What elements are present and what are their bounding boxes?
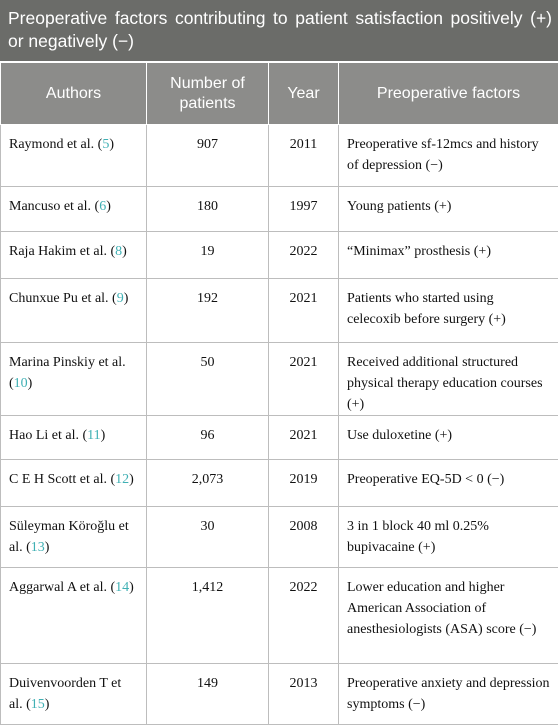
year-cell: 2022	[269, 232, 339, 279]
author-close: )	[129, 580, 134, 595]
year-cell: 2008	[269, 507, 339, 568]
author-cell: Chunxue Pu et al. (9)	[1, 279, 147, 343]
year-cell: 2021	[269, 279, 339, 343]
reference-link: 11	[87, 428, 100, 443]
reference-link: 15	[31, 697, 45, 712]
author-close: )	[101, 428, 106, 443]
author-close: )	[109, 137, 114, 152]
reference-link: 9	[117, 291, 124, 306]
author-cell: Duivenvoorden T et al. (15)	[1, 664, 147, 725]
author-cell: Süleyman Köroğlu et al. (13)	[1, 507, 147, 568]
author-close: )	[124, 291, 129, 306]
author-cell: C E H Scott et al. (12)	[1, 460, 147, 507]
reference-link: 14	[115, 580, 129, 595]
patients-cell: 907	[147, 125, 269, 187]
table-title: Preoperative factors contributing to pat…	[0, 0, 558, 62]
author-close: )	[28, 376, 33, 391]
author-close: )	[45, 697, 50, 712]
author-close: )	[129, 472, 134, 487]
patients-cell: 19	[147, 232, 269, 279]
author-name: Duivenvoorden T et al. (	[9, 676, 121, 712]
author-close: )	[122, 244, 127, 259]
author-name: Süleyman Köroğlu et al. (	[9, 519, 129, 555]
reference-link: 10	[14, 376, 28, 391]
header-cell: Preoperative factors	[339, 63, 558, 125]
year-cell: 2021	[269, 343, 339, 416]
author-close: )	[106, 199, 111, 214]
patients-cell: 1,412	[147, 568, 269, 664]
patients-cell: 96	[147, 416, 269, 460]
author-cell: Mancuso et al. (6)	[1, 187, 147, 232]
factors-cell: “Minimax” prosthesis (+)	[339, 232, 558, 279]
reference-link: 12	[115, 472, 129, 487]
factors-cell: Preoperative sf-12mcs and history of dep…	[339, 125, 558, 187]
author-name: Aggarwal A et al. (	[9, 580, 115, 595]
patients-cell: 50	[147, 343, 269, 416]
factors-cell: Lower education and higher American Asso…	[339, 568, 558, 664]
patients-cell: 192	[147, 279, 269, 343]
author-name: C E H Scott et al. (	[9, 472, 115, 487]
patients-cell: 149	[147, 664, 269, 725]
year-cell: 2022	[269, 568, 339, 664]
author-name: Chunxue Pu et al. (	[9, 291, 117, 306]
factors-cell: Preoperative anxiety and depression symp…	[339, 664, 558, 725]
factors-cell: Received additional structured physical …	[339, 343, 558, 416]
author-cell: Raymond et al. (5)	[1, 125, 147, 187]
author-name: Hao Li et al. (	[9, 428, 87, 443]
year-cell: 1997	[269, 187, 339, 232]
author-close: )	[45, 540, 50, 555]
patients-cell: 30	[147, 507, 269, 568]
author-cell: Raja Hakim et al. (8)	[1, 232, 147, 279]
header-cell: Authors	[1, 63, 147, 125]
author-name: Raymond et al. (	[9, 137, 102, 152]
patients-cell: 2,073	[147, 460, 269, 507]
year-cell: 2011	[269, 125, 339, 187]
factors-cell: Young patients (+)	[339, 187, 558, 232]
author-cell: Hao Li et al. (11)	[1, 416, 147, 460]
factors-cell: Use duloxetine (+)	[339, 416, 558, 460]
author-name: Mancuso et al. (	[9, 199, 99, 214]
author-cell: Aggarwal A et al. (14)	[1, 568, 147, 664]
header-cell: Number of patients	[147, 63, 269, 125]
year-cell: 2013	[269, 664, 339, 725]
reference-link: 13	[31, 540, 45, 555]
year-cell: 2021	[269, 416, 339, 460]
author-cell: Marina Pinskiy et al. (10)	[1, 343, 147, 416]
patients-cell: 180	[147, 187, 269, 232]
year-cell: 2019	[269, 460, 339, 507]
factors-cell: Preoperative EQ-5D < 0 (−)	[339, 460, 558, 507]
author-name: Raja Hakim et al. (	[9, 244, 115, 259]
factors-cell: Patients who started using celecoxib bef…	[339, 279, 558, 343]
factors-cell: 3 in 1 block 40 ml 0.25% bupivacaine (+)	[339, 507, 558, 568]
header-cell: Year	[269, 63, 339, 125]
